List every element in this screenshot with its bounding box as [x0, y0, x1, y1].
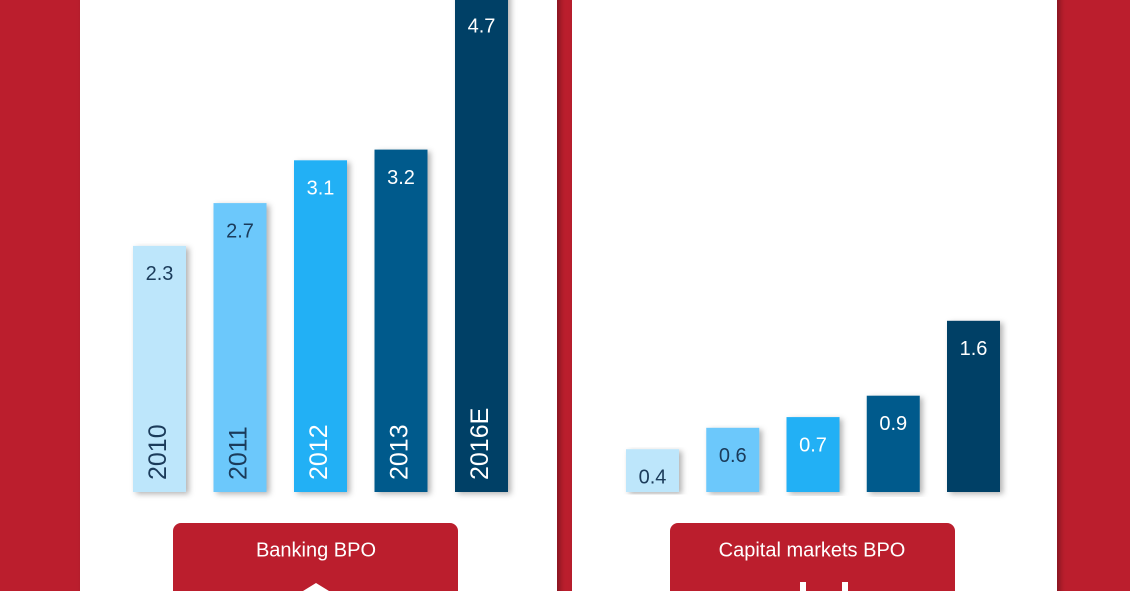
- bar: [374, 149, 428, 492]
- value-label: 4.7: [468, 15, 496, 37]
- bar: [133, 245, 186, 492]
- value-label: 0.6: [719, 445, 747, 467]
- bar: [294, 160, 347, 493]
- category-label: 2010: [144, 424, 172, 480]
- value-label: 3.2: [387, 167, 415, 189]
- icon: [800, 582, 806, 591]
- bar: [455, 0, 508, 492]
- icon: [303, 583, 329, 591]
- bar: [626, 449, 679, 492]
- value-label: 2.3: [146, 263, 174, 285]
- panel: [572, 0, 1057, 591]
- bar: [213, 203, 267, 492]
- icon: [842, 582, 848, 591]
- value-label: 2.7: [226, 220, 254, 242]
- value-label: 0.4: [639, 466, 667, 488]
- bar: [947, 320, 1000, 492]
- bar: [786, 417, 840, 492]
- label-box: [173, 523, 458, 591]
- bar: [866, 395, 920, 492]
- value-label: 1.6: [960, 338, 988, 360]
- chart-title: Banking BPO: [256, 539, 376, 561]
- category-label: 2016E: [466, 408, 494, 480]
- category-label: 2012: [305, 424, 333, 480]
- value-label: 3.1: [307, 178, 335, 200]
- chart-title: Capital markets BPO: [719, 539, 906, 561]
- category-label: 2013: [386, 424, 414, 480]
- bar: [706, 427, 760, 492]
- category-label: 2011: [225, 426, 253, 480]
- label-box: [670, 523, 955, 591]
- value-label: 0.7: [799, 434, 827, 456]
- value-label: 0.9: [879, 413, 907, 435]
